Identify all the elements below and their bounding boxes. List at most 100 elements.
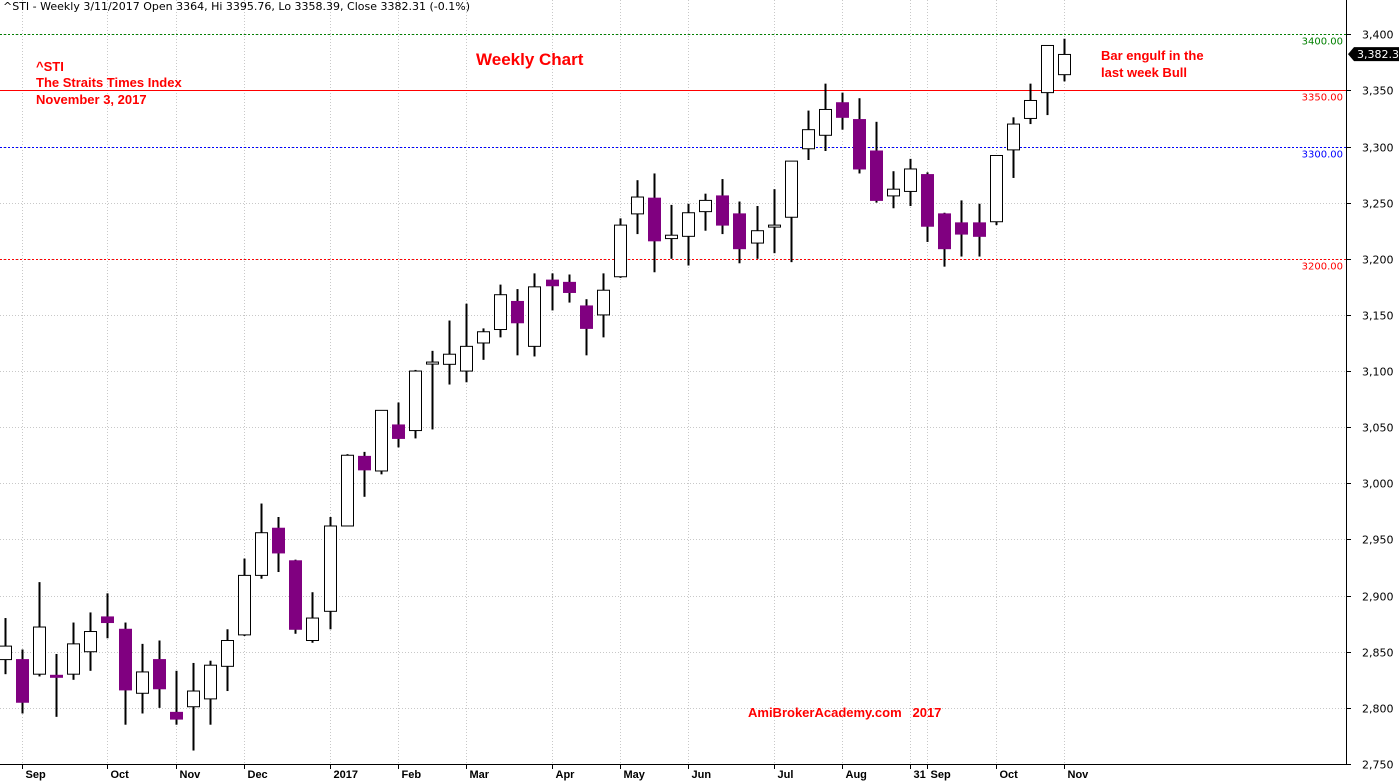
candle-body-bear [870,150,883,201]
candle-body-bull [460,345,473,372]
last-price-tag [1348,47,1399,62]
chart-title: Weekly Chart [476,50,584,69]
annotation-line2: last week Bull [1101,65,1187,80]
candle [443,320,456,385]
candle [16,649,29,714]
candle-body-bull [1024,99,1037,119]
candle-body-bull [802,129,815,150]
candle-body-bear [938,213,951,250]
level-lines: 3400.00 3350.00 3300.00 3200.00 [0,34,1346,273]
candle [580,299,593,356]
candle-body-bull [341,454,354,527]
candle-body-bull [67,643,80,675]
y-tick-label: 3,150 [1362,310,1394,323]
last-price-label: 3,382.31 [1357,48,1400,61]
candle-body-bull [665,234,678,240]
candle [426,350,439,430]
candle-body-bull [751,230,764,244]
candle [546,273,559,311]
candle-body-bear [50,674,63,678]
x-tick-label: May [624,769,646,781]
x-tick-label: 31 [914,769,926,781]
candle [33,582,46,677]
x-tick-label: Mar [470,769,490,781]
candle-body-bear [289,560,302,630]
candle [528,273,541,357]
candle-body-bear [733,213,746,250]
candle-body-bull [785,160,798,218]
candle-body-bull [631,196,644,215]
candle [1007,117,1020,178]
x-tick-label: Jul [778,769,794,781]
candle [0,618,12,675]
candle-body-bear [511,300,524,324]
candle-body-bull [443,353,456,365]
candle-body-bull [614,224,627,278]
candle-body-bear [153,659,166,690]
y-tick-label: 3,050 [1362,422,1394,435]
candle-body-bear [119,628,132,691]
candle [221,629,234,692]
watermark: AmiBrokerAcademy.com 2017 [748,705,941,720]
candle [1058,38,1071,82]
candle-body-bull [699,199,712,213]
index-name: The Straits Times Index [36,75,182,90]
candle-body-bull [0,645,12,661]
candle [136,643,149,714]
candle-body-bull [1007,123,1020,151]
candle [614,218,627,278]
level-label: 3350.00 [1302,93,1343,104]
y-tick-label: 3,350 [1362,85,1394,98]
candle [187,662,200,751]
candle [306,592,319,643]
candle [955,200,968,257]
candle [699,193,712,231]
date-label: November 3, 2017 [36,92,147,107]
candle [477,328,490,360]
x-tick-label: Nov [180,769,202,781]
y-tick-label: 2,750 [1362,759,1394,772]
candle-body-bull [477,331,490,344]
candle [716,179,729,235]
y-tick-label: 3,200 [1362,254,1394,267]
candle [494,284,507,338]
candle [1024,83,1037,125]
candle [631,180,644,235]
header-text: ^STI - Weekly 3/11/2017 Open 3364, Hi 33… [3,0,470,13]
candle [204,660,217,725]
candle [1041,44,1054,116]
candle [119,622,132,725]
x-tick-label: Oct [1000,769,1019,781]
candle [648,173,661,273]
candle-body-bear [853,119,866,170]
candle-body-bear [973,222,986,237]
y-tick-label: 3,000 [1362,478,1394,491]
candle-body-bear [16,659,29,703]
candle-body-bull [682,212,695,237]
candle [84,612,97,671]
candle-body-bull [238,574,251,636]
candle [973,203,986,257]
candle-body-bull [494,294,507,331]
candle-body-bear [272,527,285,554]
candle-body-bear [921,174,934,227]
candle-body-bull [324,525,337,612]
candle [392,402,405,448]
candle [802,110,815,160]
candle [289,559,302,634]
candle-body-bull [819,108,832,136]
candle [768,189,781,254]
level-label: 3200.00 [1302,262,1343,273]
candle [665,204,678,259]
y-tick-label: 2,950 [1362,534,1394,547]
candle-body-bull [426,361,439,365]
y-tick-label: 3,100 [1362,366,1394,379]
candle [938,212,951,267]
candle [682,203,695,266]
candle-body-bull [375,409,388,472]
symbol-label: ^STI [36,59,64,74]
candle [785,160,798,263]
candle [341,454,354,527]
x-tick-label: Sep [26,769,46,781]
